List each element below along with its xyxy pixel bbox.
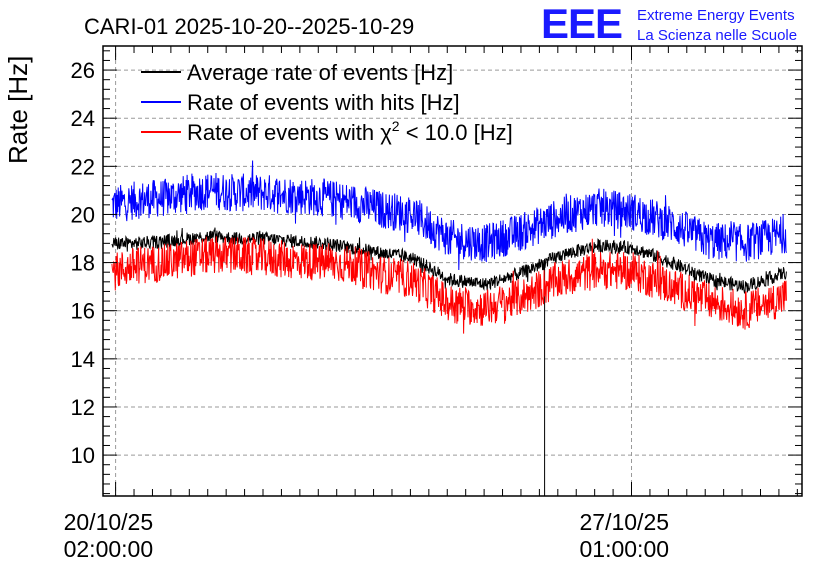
x-tick-label-time: 01:00:00 — [580, 536, 670, 562]
y-tick-label: 14 — [71, 347, 95, 372]
series-line — [111, 160, 787, 271]
chart-title: CARI-01 2025-10-20--2025-10-29 — [84, 14, 414, 39]
y-tick-label: 10 — [71, 443, 95, 468]
x-tick-label-date: 27/10/25 — [580, 509, 670, 535]
legend-label-chi2-symbol: χ — [380, 120, 392, 145]
plot-frame — [102, 45, 803, 497]
y-tick-label: 26 — [71, 58, 95, 83]
data-series — [111, 160, 787, 496]
y-tick-label: 16 — [71, 299, 95, 324]
y-tick-label: 24 — [71, 106, 95, 131]
y-tick-label: 22 — [71, 154, 95, 179]
legend-label-chi2: Rate of events with χ2 < 10.0 [Hz] — [187, 118, 513, 145]
x-tick-label-time: 02:00:00 — [64, 536, 154, 562]
legend-label-chi2-sup: 2 — [392, 118, 400, 134]
legend-label-chi2-prefix: Rate of events with — [187, 120, 380, 145]
x-tick-label-date: 20/10/25 — [64, 509, 154, 535]
legend-label-chi2-suffix: < 10.0 [Hz] — [400, 120, 513, 145]
y-axis-label: Rate [Hz] — [3, 56, 33, 164]
series-line — [111, 227, 787, 496]
eee-logo: EEE Extreme Energy Events La Scienza nel… — [541, 0, 797, 47]
legend: Average rate of events [Hz] Rate of even… — [141, 60, 513, 145]
eee-logo-line1: Extreme Energy Events — [637, 7, 795, 24]
eee-logo-line2: La Scienza nelle Scuole — [637, 27, 797, 44]
legend-label-average: Average rate of events [Hz] — [187, 60, 453, 85]
legend-label-hits: Rate of events with hits [Hz] — [187, 90, 460, 115]
eee-logo-mark: EEE — [541, 0, 622, 47]
y-tick-label: 12 — [71, 395, 95, 420]
y-tick-label: 18 — [71, 251, 95, 276]
series-line — [111, 236, 787, 334]
y-tick-label: 20 — [71, 202, 95, 227]
